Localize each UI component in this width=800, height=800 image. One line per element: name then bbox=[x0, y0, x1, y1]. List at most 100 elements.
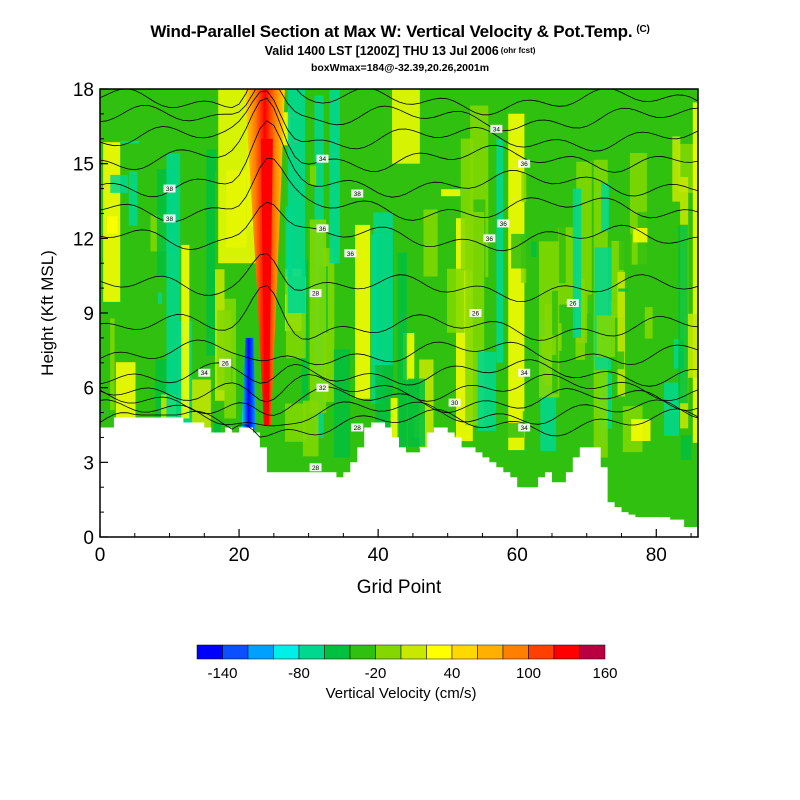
y-tick-label: 0 bbox=[83, 528, 94, 549]
contour-label-bg bbox=[351, 423, 364, 432]
velocity-streak bbox=[373, 212, 393, 365]
velocity-streak bbox=[631, 419, 651, 441]
contour-label-bg bbox=[219, 358, 232, 367]
velocity-streak bbox=[618, 233, 632, 270]
velocity-streak bbox=[355, 224, 371, 399]
box-wmax-text: boxWmax=184@-32.39,20.26,2001m bbox=[310, 62, 490, 74]
velocity-streak bbox=[333, 349, 351, 458]
colorbar-swatch bbox=[553, 644, 580, 660]
velocity-streak bbox=[217, 310, 232, 391]
contour-label: 26 bbox=[569, 301, 577, 308]
contour-label: 28 bbox=[312, 465, 320, 472]
colorbar-swatch bbox=[273, 644, 300, 660]
velocity-streak bbox=[680, 435, 692, 460]
colorbar-tick-label: 40 bbox=[444, 665, 461, 682]
y-tick-label: 15 bbox=[73, 155, 94, 176]
velocity-streak bbox=[601, 182, 610, 232]
contour-label: 38 bbox=[354, 191, 362, 198]
theta-contour-line bbox=[100, 157, 698, 223]
valid-time-line: Valid 1400 LST [1200Z] THU 13 Jul 2006 (o… bbox=[0, 44, 800, 58]
velocity-streak bbox=[287, 89, 306, 313]
contour-label-bg bbox=[566, 299, 579, 308]
contour-label: 36 bbox=[319, 226, 327, 233]
velocity-streak bbox=[678, 224, 688, 404]
velocity-streak bbox=[572, 188, 582, 338]
colorbar-tick-label: -80 bbox=[288, 665, 310, 682]
velocity-streak bbox=[329, 89, 340, 264]
theta-contour-line bbox=[100, 120, 698, 198]
contour-label: 34 bbox=[319, 156, 327, 163]
velocity-streak bbox=[633, 228, 648, 243]
colorbar-swatch bbox=[579, 644, 606, 660]
colorbar-tick-label: -140 bbox=[207, 665, 237, 682]
colorbar-swatch bbox=[298, 644, 325, 660]
chart-title: Wind-Parallel Section at Max W: Vertical… bbox=[0, 22, 800, 42]
theta-contour-line bbox=[100, 89, 698, 132]
velocity-streak bbox=[596, 315, 615, 357]
velocity-streak bbox=[511, 233, 532, 269]
theta-contour-line bbox=[100, 201, 698, 252]
contour-label-bg bbox=[309, 289, 322, 298]
velocity-streak bbox=[206, 149, 217, 356]
contour-label-bg bbox=[316, 154, 329, 163]
colorbar-tick-label: -20 bbox=[365, 665, 387, 682]
velocity-streak bbox=[110, 174, 128, 193]
contour-label: 36 bbox=[500, 221, 508, 228]
contour-label-bg bbox=[309, 463, 322, 472]
x-tick-label: 80 bbox=[646, 545, 667, 566]
velocity-streak bbox=[392, 89, 420, 164]
velocity-streak bbox=[637, 211, 649, 378]
contour-label: 38 bbox=[166, 186, 174, 193]
colorbar-swatch bbox=[196, 644, 223, 660]
theta-contour-line bbox=[100, 373, 698, 403]
copyright-mark: (C) bbox=[636, 24, 650, 35]
contour-label-bg bbox=[163, 214, 176, 223]
contour-label: 34 bbox=[493, 126, 501, 133]
colorbar-swatch bbox=[324, 644, 351, 660]
contour-label: 36 bbox=[347, 251, 355, 258]
colorbar: -140 -80 -20 40 100 160 Vertical Velocity (cm/… bbox=[196, 644, 618, 702]
velocity-streak bbox=[166, 153, 181, 442]
theta-contour-line bbox=[100, 359, 698, 387]
velocity-streak bbox=[692, 102, 698, 443]
velocity-streak bbox=[423, 209, 438, 277]
colorbar-swatch bbox=[400, 644, 427, 660]
velocity-streak bbox=[521, 172, 527, 202]
x-tick-label: 20 bbox=[228, 545, 249, 566]
contour-label-bg bbox=[518, 423, 531, 432]
theta-contour-line bbox=[100, 386, 698, 416]
contour-label-bg bbox=[344, 249, 357, 258]
velocity-streak bbox=[397, 252, 407, 448]
colorbar-tick-label: 160 bbox=[592, 665, 617, 682]
y-tick-label: 6 bbox=[83, 379, 94, 400]
colorbar-swatch bbox=[222, 644, 249, 660]
velocity-streak bbox=[644, 307, 653, 339]
velocity-streak bbox=[477, 352, 497, 431]
velocity-streak bbox=[441, 189, 461, 197]
velocity-streak bbox=[672, 136, 681, 202]
contour-label: 34 bbox=[521, 370, 529, 377]
contour-label: 36 bbox=[486, 236, 494, 243]
x-tick-label: 60 bbox=[507, 545, 528, 566]
theta-contour-line bbox=[100, 97, 698, 173]
velocity-streak bbox=[541, 335, 557, 356]
colorbar-swatch bbox=[528, 644, 555, 660]
velocity-streak bbox=[390, 398, 399, 458]
velocity-streak bbox=[103, 142, 121, 302]
theta-contour-line bbox=[100, 90, 698, 152]
velocity-streak bbox=[522, 411, 534, 431]
colorbar-swatch bbox=[426, 644, 453, 660]
colorbar-swatch bbox=[375, 644, 402, 660]
velocity-streak bbox=[157, 292, 163, 304]
contour-label: 32 bbox=[319, 385, 327, 392]
theta-contour-line bbox=[100, 339, 698, 366]
velocity-streak bbox=[657, 205, 665, 309]
terrain-mask bbox=[100, 417, 705, 537]
theta-contours: 28 28 32 30 34 34 26 34 28 26 26 36 36 36 38 36 38 38 34 36… bbox=[100, 89, 698, 472]
colorbar-swatch bbox=[451, 644, 478, 660]
theta-contour-line bbox=[100, 253, 698, 303]
chart-title-text: Wind-Parallel Section at Max W: Vertical… bbox=[150, 22, 633, 41]
contour-label-bg bbox=[497, 219, 510, 228]
y-tick-label: 12 bbox=[73, 229, 94, 250]
contour-label-bg bbox=[518, 368, 531, 377]
